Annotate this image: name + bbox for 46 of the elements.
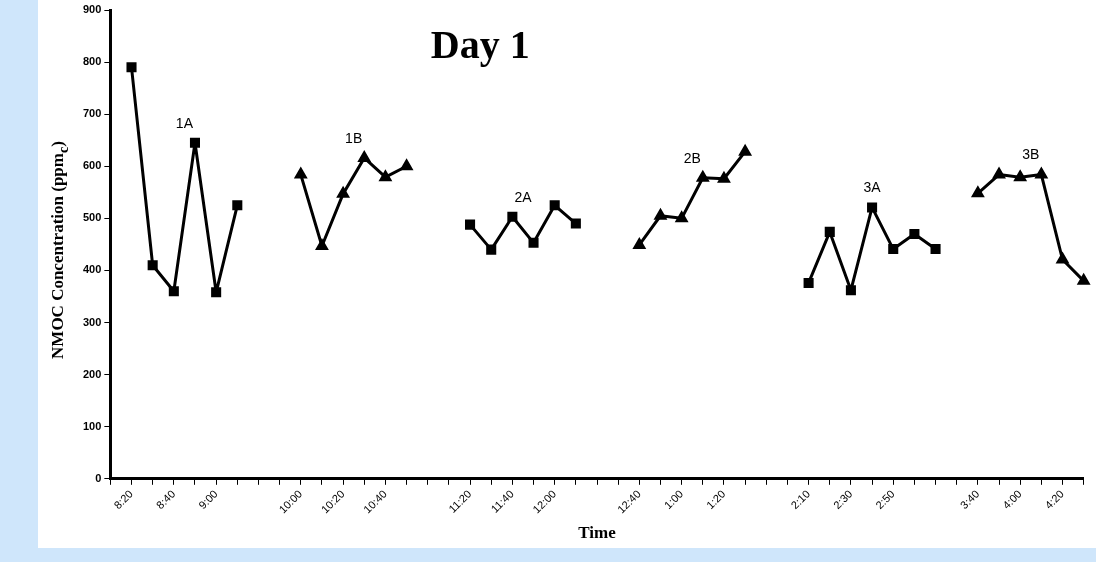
series-label: 3B (1022, 146, 1040, 163)
point (1014, 170, 1027, 182)
point (824, 226, 835, 237)
y-tick-label: 200 (82, 367, 102, 380)
point (803, 277, 814, 288)
point (570, 218, 581, 229)
point (316, 239, 328, 250)
series-label: 1A (175, 114, 194, 131)
point (675, 211, 688, 223)
chart-title: Day 1 (430, 22, 530, 68)
point (930, 244, 941, 255)
y-tick-label: 500 (82, 211, 102, 224)
point (189, 137, 201, 148)
series-label: 1B (345, 129, 363, 146)
point (147, 260, 158, 271)
x-tick-label: 4:20 (1042, 487, 1067, 512)
point (358, 151, 371, 162)
point (168, 286, 179, 297)
point (549, 200, 560, 211)
series-label: 2A (514, 188, 533, 205)
point (232, 200, 243, 211)
point (211, 287, 222, 298)
point (465, 219, 476, 230)
series-label: 3A (863, 179, 882, 196)
y-tick-label: 600 (82, 159, 102, 172)
point (379, 170, 392, 182)
y-tick-label: 300 (82, 315, 102, 328)
x-axis-title: Time (578, 523, 617, 543)
point (486, 244, 497, 255)
point (845, 285, 856, 296)
y-tick-label: 400 (82, 263, 102, 276)
x-tick-label: 4:00 (1000, 487, 1024, 512)
point (528, 237, 539, 248)
point (507, 211, 518, 222)
y-tick-label: 700 (82, 107, 102, 120)
point (972, 186, 984, 198)
point (633, 238, 646, 249)
series-label: 2B (683, 149, 701, 166)
y-tick-label: 0 (95, 471, 102, 484)
y-tick-label: 100 (82, 419, 102, 432)
point (888, 244, 899, 255)
y-tick-label: 900 (82, 3, 102, 16)
point (909, 228, 920, 240)
y-tick-label: 800 (82, 55, 102, 68)
point (400, 159, 413, 171)
point (867, 202, 878, 213)
